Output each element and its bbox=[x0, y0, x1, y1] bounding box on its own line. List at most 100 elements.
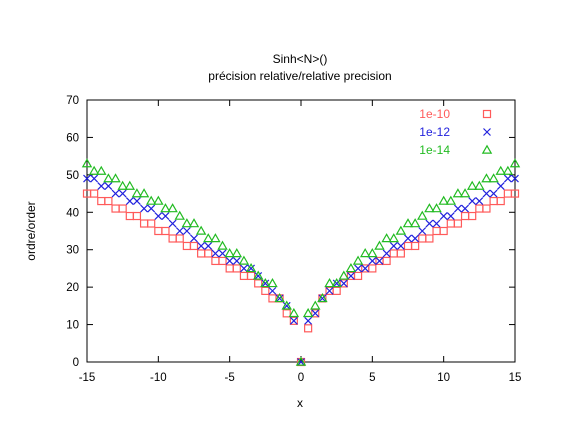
data-point bbox=[238, 255, 250, 265]
data-point bbox=[81, 158, 93, 168]
data-point bbox=[468, 197, 477, 205]
data-point bbox=[446, 212, 455, 220]
data-point bbox=[431, 203, 442, 213]
data-point bbox=[482, 204, 491, 213]
data-point bbox=[460, 211, 470, 221]
data-point bbox=[503, 189, 512, 198]
data-point bbox=[510, 189, 520, 198]
data-point bbox=[268, 294, 277, 303]
data-point bbox=[503, 174, 512, 183]
data-point bbox=[167, 203, 178, 213]
data-point bbox=[411, 241, 420, 251]
data-point bbox=[168, 219, 177, 228]
data-point bbox=[281, 300, 292, 310]
y-tick-label: 0 bbox=[73, 357, 79, 369]
data-point bbox=[468, 211, 477, 221]
data-point bbox=[111, 204, 120, 213]
data-point bbox=[418, 234, 427, 243]
data-point bbox=[402, 218, 414, 228]
data-point bbox=[232, 257, 241, 265]
data-point bbox=[138, 188, 150, 198]
data-point bbox=[275, 294, 284, 303]
data-point bbox=[310, 300, 321, 310]
data-point bbox=[352, 255, 364, 265]
data-point bbox=[154, 212, 163, 220]
chart-subtitle: précision relative/relative precision bbox=[208, 69, 391, 83]
data-point bbox=[295, 356, 307, 366]
data-point bbox=[489, 189, 498, 198]
data-point bbox=[182, 241, 191, 251]
data-point bbox=[461, 204, 469, 213]
data-point bbox=[203, 233, 214, 243]
data-point bbox=[375, 257, 384, 265]
data-point bbox=[382, 249, 391, 258]
data-point bbox=[289, 316, 298, 325]
data-point bbox=[182, 227, 191, 235]
data-point bbox=[389, 242, 398, 250]
data-point bbox=[417, 210, 428, 220]
legend-label: 1e-12 bbox=[419, 125, 450, 139]
data-point bbox=[304, 324, 313, 333]
data-point bbox=[268, 286, 277, 295]
data-point bbox=[388, 233, 399, 243]
data-point bbox=[359, 248, 371, 258]
x-axis-label: x bbox=[297, 396, 303, 410]
data-point bbox=[459, 188, 471, 198]
data-point bbox=[217, 240, 228, 250]
x-tick-label: -5 bbox=[225, 372, 235, 384]
data-point bbox=[232, 264, 241, 273]
data-point bbox=[311, 309, 320, 318]
y-axis-label: ordre/order bbox=[24, 201, 38, 260]
data-point bbox=[409, 218, 421, 228]
data-point bbox=[354, 264, 362, 273]
y-axis-ticks: 0 10 20 30 40 50 60 70 bbox=[66, 95, 515, 369]
data-point bbox=[160, 203, 171, 213]
data-point bbox=[438, 195, 449, 205]
data-point bbox=[247, 264, 255, 273]
data-point bbox=[466, 180, 478, 190]
data-point bbox=[90, 174, 99, 183]
data-point bbox=[454, 204, 462, 213]
data-point bbox=[311, 309, 320, 318]
y-tick-label: 30 bbox=[66, 245, 79, 257]
y-tick-label: 70 bbox=[66, 95, 79, 107]
data-point bbox=[147, 204, 156, 213]
data-point bbox=[424, 203, 435, 213]
data-point bbox=[204, 242, 213, 250]
data-point bbox=[445, 195, 457, 205]
data-point bbox=[332, 279, 341, 288]
data-point bbox=[181, 218, 193, 228]
data-point bbox=[88, 165, 100, 175]
data-point bbox=[252, 270, 264, 280]
legend: 1e-10 1e-12 1e-14 bbox=[419, 107, 493, 157]
data-point bbox=[254, 271, 263, 280]
data-point bbox=[274, 292, 285, 303]
y-tick-label: 50 bbox=[66, 170, 79, 182]
data-point bbox=[197, 242, 206, 250]
data-point bbox=[118, 204, 127, 213]
plot-frame bbox=[86, 99, 516, 363]
data-point bbox=[453, 219, 463, 228]
legend-marker bbox=[482, 109, 492, 119]
data-point bbox=[403, 241, 413, 251]
x-tick-label: 10 bbox=[437, 372, 450, 384]
data-point bbox=[140, 204, 148, 213]
data-point bbox=[496, 182, 505, 191]
data-point bbox=[240, 264, 248, 273]
data-point bbox=[425, 234, 434, 243]
data-point bbox=[432, 226, 441, 236]
data-points bbox=[81, 158, 521, 367]
x-axis-ticks: -15 -10 -5 0 5 10 15 bbox=[79, 100, 521, 384]
y-tick-label: 20 bbox=[66, 282, 79, 294]
data-point bbox=[481, 173, 492, 183]
series-0 bbox=[82, 189, 520, 367]
y-tick-label: 10 bbox=[66, 320, 79, 332]
data-point bbox=[245, 263, 257, 273]
data-point bbox=[475, 197, 484, 205]
data-point bbox=[439, 212, 448, 220]
data-point bbox=[147, 219, 156, 228]
data-point bbox=[511, 174, 519, 183]
data-point bbox=[117, 180, 128, 190]
data-point bbox=[282, 309, 291, 318]
data-point bbox=[132, 211, 142, 221]
